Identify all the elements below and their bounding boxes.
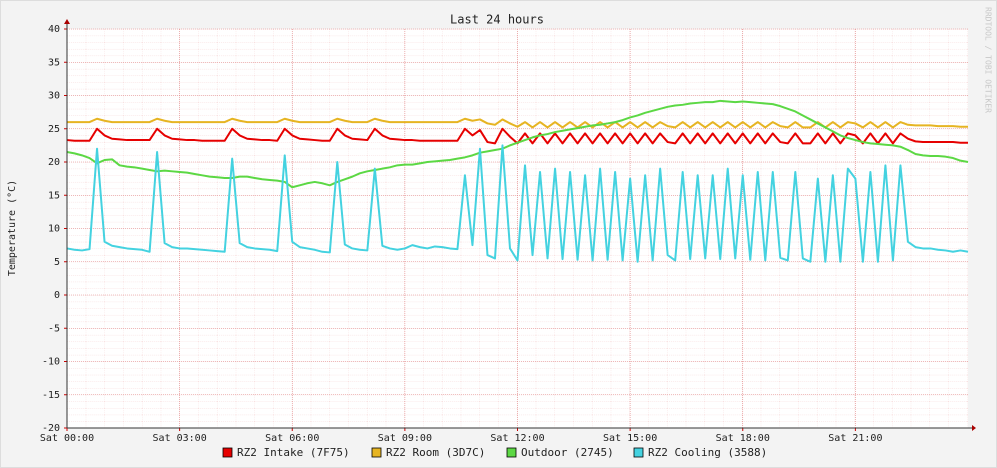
series-line: [67, 117, 968, 129]
legend-swatch: [222, 447, 233, 458]
y-tick-label: -15: [42, 390, 60, 401]
y-tick-label: 40: [48, 24, 60, 35]
watermark: RRDTOOL / TOBI OETIKER: [984, 7, 993, 113]
x-tick-label: Sat 18:00: [716, 433, 770, 444]
x-tick-label: Sat 06:00: [265, 433, 319, 444]
y-tick-label: -5: [48, 323, 60, 334]
x-arrow: [972, 425, 976, 431]
y-tick-label: 0: [54, 290, 60, 301]
x-tick-label: Sat 00:00: [40, 433, 94, 444]
y-tick-label: 10: [48, 224, 60, 235]
y-axis-label: Temperature (°C): [7, 180, 18, 276]
y-tick-label: 15: [48, 190, 60, 201]
y-tick-label: 25: [48, 124, 60, 135]
legend: RZ2 Intake (7F75) RZ2 Room (3D7C) Outdoor …: [222, 446, 767, 459]
y-tick-label: 30: [48, 91, 60, 102]
legend-swatch: [506, 447, 517, 458]
legend-swatch: [633, 447, 644, 458]
y-arrow: [64, 19, 70, 24]
x-tick-label: Sat 03:00: [153, 433, 207, 444]
legend-label: RZ2 Intake (7F75): [237, 446, 350, 459]
y-tick-label: 20: [48, 157, 60, 168]
y-tick-label: -10: [42, 357, 60, 368]
x-tick-label: Sat 09:00: [378, 433, 432, 444]
x-tick-label: Sat 21:00: [828, 433, 882, 444]
y-tick-label: 35: [48, 57, 60, 68]
x-tick-label: Sat 12:00: [490, 433, 544, 444]
chart-title: Last 24 hours: [450, 13, 544, 27]
legend-label: Outdoor (2745): [521, 446, 614, 459]
y-tick-label: 5: [54, 257, 60, 268]
series-line: [66, 144, 969, 263]
legend-label: RZ2 Room (3D7C): [386, 446, 485, 459]
series-line: [66, 99, 969, 189]
lines: [66, 99, 969, 263]
x-tick-label: Sat 15:00: [603, 433, 657, 444]
legend-label: RZ2 Cooling (3588): [648, 446, 767, 459]
y-tick-label: -20: [42, 423, 60, 434]
legend-swatch: [371, 447, 382, 458]
